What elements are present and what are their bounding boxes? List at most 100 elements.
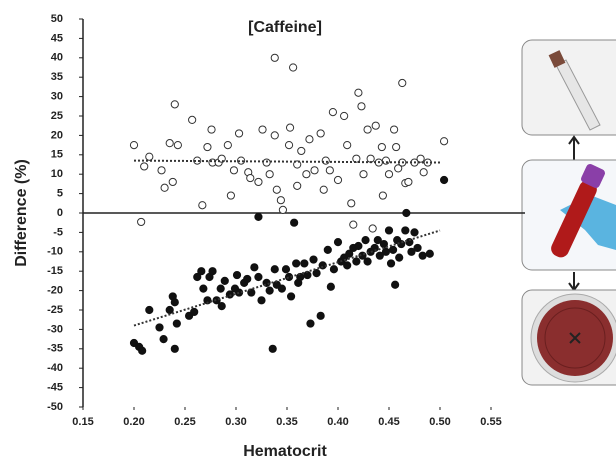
point [302, 170, 311, 179]
x-tick-label: 0.50 [429, 416, 450, 428]
point [293, 181, 302, 190]
y-tick-label: 15 [51, 149, 63, 161]
point [319, 185, 328, 194]
y-tick-label: -5 [53, 226, 63, 238]
point [270, 53, 279, 62]
point [306, 319, 315, 328]
point [277, 284, 286, 293]
point [292, 259, 301, 268]
x-tick-label: 0.15 [72, 416, 93, 428]
point [157, 166, 166, 175]
y-tick-label: -30 [47, 323, 63, 335]
point [333, 238, 343, 247]
point [170, 298, 179, 307]
point [363, 125, 372, 134]
point [328, 108, 337, 117]
point [217, 302, 226, 311]
y-tick-label: 50 [51, 13, 63, 25]
point [285, 123, 295, 132]
y-tick-label: -20 [47, 285, 63, 297]
y-tick-label: -35 [47, 343, 63, 355]
point [325, 166, 334, 175]
point [395, 253, 404, 262]
point [284, 141, 294, 150]
point [310, 166, 319, 175]
point [207, 125, 216, 134]
point [257, 296, 266, 305]
point [323, 245, 332, 254]
point [198, 201, 207, 210]
point [333, 175, 343, 185]
point [243, 274, 252, 284]
point [199, 284, 208, 293]
point [359, 170, 368, 179]
point [416, 154, 425, 163]
point [159, 335, 168, 344]
point [165, 139, 174, 148]
point [247, 288, 256, 297]
point [234, 129, 244, 138]
point [262, 158, 271, 167]
point [278, 205, 288, 214]
point [404, 177, 413, 187]
point [345, 249, 354, 258]
point [309, 255, 318, 264]
y-tick-label: 10 [51, 168, 63, 180]
y-tick-label: 30 [51, 91, 63, 103]
point [384, 226, 394, 235]
point [321, 156, 330, 165]
tube-cap [548, 50, 566, 68]
point [190, 307, 199, 317]
x-tick-label: 0.25 [174, 416, 195, 428]
point [203, 142, 212, 152]
x-tick-label: 0.45 [378, 416, 399, 428]
point [170, 100, 179, 109]
point [203, 296, 212, 305]
spot-ring [544, 307, 606, 369]
y-tick-label: 5 [57, 188, 63, 200]
point [368, 224, 377, 233]
point [371, 121, 380, 130]
point [212, 296, 221, 305]
x-tick-label: 0.30 [225, 416, 246, 428]
point [386, 259, 396, 268]
point [270, 265, 279, 274]
point [193, 156, 202, 165]
point [343, 141, 352, 150]
y-tick-label: -15 [47, 265, 63, 277]
point [272, 185, 281, 194]
point [250, 263, 259, 272]
point [392, 142, 401, 152]
point [270, 131, 279, 140]
point [316, 311, 325, 320]
point [394, 164, 403, 173]
point [226, 191, 235, 200]
point [197, 267, 206, 276]
point [357, 102, 366, 111]
point [370, 243, 379, 253]
point [305, 135, 314, 144]
trend-line [133, 159, 441, 164]
point [384, 170, 394, 179]
point [377, 142, 386, 152]
point [363, 257, 372, 266]
x-tick-label: 0.40 [327, 416, 348, 428]
point [286, 292, 296, 301]
point [398, 78, 407, 88]
arrow-head [568, 135, 580, 145]
chart-title: [Caffeine] [248, 19, 322, 36]
point [145, 305, 154, 315]
point [173, 141, 182, 150]
point [343, 261, 352, 270]
point [352, 257, 361, 266]
point [208, 267, 217, 276]
point [312, 269, 321, 278]
point [138, 346, 147, 355]
y-tick-label: 0 [57, 207, 63, 219]
point [129, 141, 139, 150]
point [354, 241, 363, 251]
y-tick-label: 45 [51, 32, 63, 44]
x-tick-label: 0.20 [123, 416, 144, 428]
